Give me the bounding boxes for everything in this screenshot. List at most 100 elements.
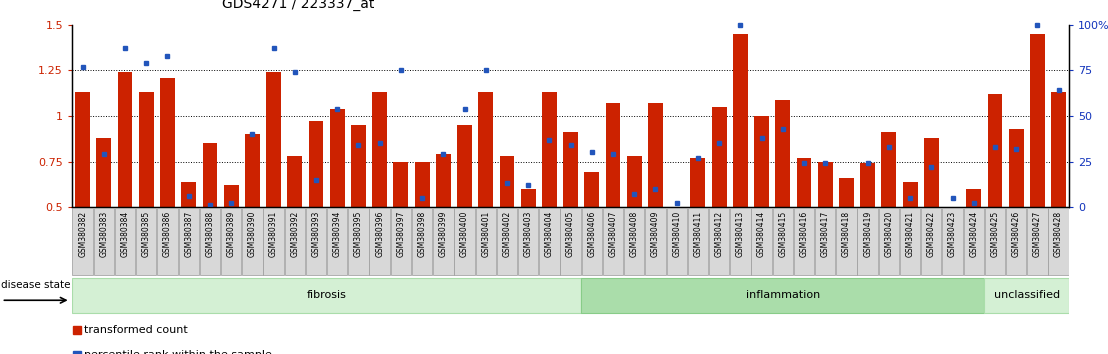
Bar bbox=[117, 72, 133, 207]
Text: GSM380394: GSM380394 bbox=[332, 211, 341, 257]
Bar bbox=[182, 182, 196, 207]
Text: GSM380382: GSM380382 bbox=[79, 211, 88, 257]
Bar bbox=[1030, 34, 1045, 207]
Bar bbox=[203, 143, 217, 207]
Text: GSM380400: GSM380400 bbox=[460, 211, 469, 257]
Text: GSM380388: GSM380388 bbox=[205, 211, 215, 257]
Text: GSM380417: GSM380417 bbox=[821, 211, 830, 257]
FancyBboxPatch shape bbox=[220, 209, 242, 275]
FancyBboxPatch shape bbox=[730, 209, 750, 275]
Bar bbox=[584, 172, 599, 207]
FancyBboxPatch shape bbox=[178, 209, 199, 275]
Text: GSM380391: GSM380391 bbox=[269, 211, 278, 257]
Text: percentile rank within the sample: percentile rank within the sample bbox=[84, 350, 273, 354]
Text: GSM380409: GSM380409 bbox=[652, 211, 660, 257]
FancyBboxPatch shape bbox=[1006, 209, 1026, 275]
Bar bbox=[500, 156, 514, 207]
Text: GSM380387: GSM380387 bbox=[184, 211, 193, 257]
FancyBboxPatch shape bbox=[115, 209, 135, 275]
Bar bbox=[797, 158, 811, 207]
FancyBboxPatch shape bbox=[136, 209, 156, 275]
FancyBboxPatch shape bbox=[94, 209, 114, 275]
Bar bbox=[160, 78, 175, 207]
Bar bbox=[542, 92, 557, 207]
Text: transformed count: transformed count bbox=[84, 325, 188, 335]
Text: GSM380415: GSM380415 bbox=[778, 211, 788, 257]
Bar bbox=[732, 34, 748, 207]
Bar bbox=[606, 103, 620, 207]
Text: GSM380389: GSM380389 bbox=[227, 211, 236, 257]
Text: GSM380425: GSM380425 bbox=[991, 211, 999, 257]
Text: GSM380412: GSM380412 bbox=[715, 211, 724, 257]
Bar bbox=[860, 163, 875, 207]
FancyBboxPatch shape bbox=[72, 278, 582, 313]
Bar bbox=[138, 92, 154, 207]
Bar bbox=[266, 72, 281, 207]
Bar bbox=[372, 92, 387, 207]
Text: GSM380413: GSM380413 bbox=[736, 211, 745, 257]
FancyBboxPatch shape bbox=[157, 209, 177, 275]
Text: GSM380410: GSM380410 bbox=[673, 211, 681, 257]
Text: GSM380404: GSM380404 bbox=[545, 211, 554, 257]
FancyBboxPatch shape bbox=[412, 209, 432, 275]
FancyBboxPatch shape bbox=[964, 209, 984, 275]
FancyBboxPatch shape bbox=[624, 209, 645, 275]
Text: GSM380385: GSM380385 bbox=[142, 211, 151, 257]
Bar bbox=[839, 178, 854, 207]
FancyBboxPatch shape bbox=[369, 209, 390, 275]
Bar bbox=[882, 132, 896, 207]
Text: GSM380421: GSM380421 bbox=[905, 211, 914, 257]
Text: GSM380392: GSM380392 bbox=[290, 211, 299, 257]
Bar bbox=[287, 156, 302, 207]
FancyBboxPatch shape bbox=[454, 209, 474, 275]
Bar bbox=[75, 92, 90, 207]
Bar bbox=[414, 161, 430, 207]
Text: disease state: disease state bbox=[1, 280, 71, 290]
Bar bbox=[245, 134, 259, 207]
Text: inflammation: inflammation bbox=[746, 290, 820, 300]
Bar bbox=[458, 125, 472, 207]
FancyBboxPatch shape bbox=[285, 209, 305, 275]
FancyBboxPatch shape bbox=[921, 209, 942, 275]
FancyBboxPatch shape bbox=[709, 209, 729, 275]
Text: GSM380405: GSM380405 bbox=[566, 211, 575, 257]
FancyBboxPatch shape bbox=[561, 209, 581, 275]
Text: GSM380406: GSM380406 bbox=[587, 211, 596, 257]
FancyBboxPatch shape bbox=[475, 209, 496, 275]
FancyBboxPatch shape bbox=[858, 209, 878, 275]
FancyBboxPatch shape bbox=[879, 209, 899, 275]
Text: unclassified: unclassified bbox=[994, 290, 1060, 300]
FancyBboxPatch shape bbox=[243, 209, 263, 275]
Bar bbox=[96, 138, 111, 207]
Bar bbox=[1008, 129, 1024, 207]
FancyBboxPatch shape bbox=[942, 209, 963, 275]
Bar bbox=[711, 107, 727, 207]
Text: GSM380386: GSM380386 bbox=[163, 211, 172, 257]
Bar bbox=[1051, 92, 1066, 207]
Text: GSM380384: GSM380384 bbox=[121, 211, 130, 257]
Text: GSM380403: GSM380403 bbox=[524, 211, 533, 257]
FancyBboxPatch shape bbox=[582, 278, 984, 313]
FancyBboxPatch shape bbox=[540, 209, 560, 275]
Text: GSM380393: GSM380393 bbox=[311, 211, 320, 257]
Text: GSM380423: GSM380423 bbox=[948, 211, 957, 257]
FancyBboxPatch shape bbox=[433, 209, 453, 275]
Text: GSM380422: GSM380422 bbox=[926, 211, 936, 257]
Text: GSM380402: GSM380402 bbox=[502, 211, 512, 257]
FancyBboxPatch shape bbox=[1027, 209, 1047, 275]
Bar bbox=[755, 116, 769, 207]
Text: GSM380424: GSM380424 bbox=[970, 211, 978, 257]
Bar bbox=[435, 154, 451, 207]
Bar bbox=[669, 207, 684, 220]
FancyBboxPatch shape bbox=[793, 209, 814, 275]
Bar bbox=[818, 161, 832, 207]
FancyBboxPatch shape bbox=[645, 209, 666, 275]
FancyBboxPatch shape bbox=[751, 209, 772, 275]
FancyBboxPatch shape bbox=[348, 209, 369, 275]
Text: GSM380407: GSM380407 bbox=[608, 211, 617, 257]
FancyBboxPatch shape bbox=[496, 209, 517, 275]
FancyBboxPatch shape bbox=[306, 209, 326, 275]
FancyBboxPatch shape bbox=[772, 209, 793, 275]
FancyBboxPatch shape bbox=[603, 209, 623, 275]
Text: fibrosis: fibrosis bbox=[307, 290, 347, 300]
